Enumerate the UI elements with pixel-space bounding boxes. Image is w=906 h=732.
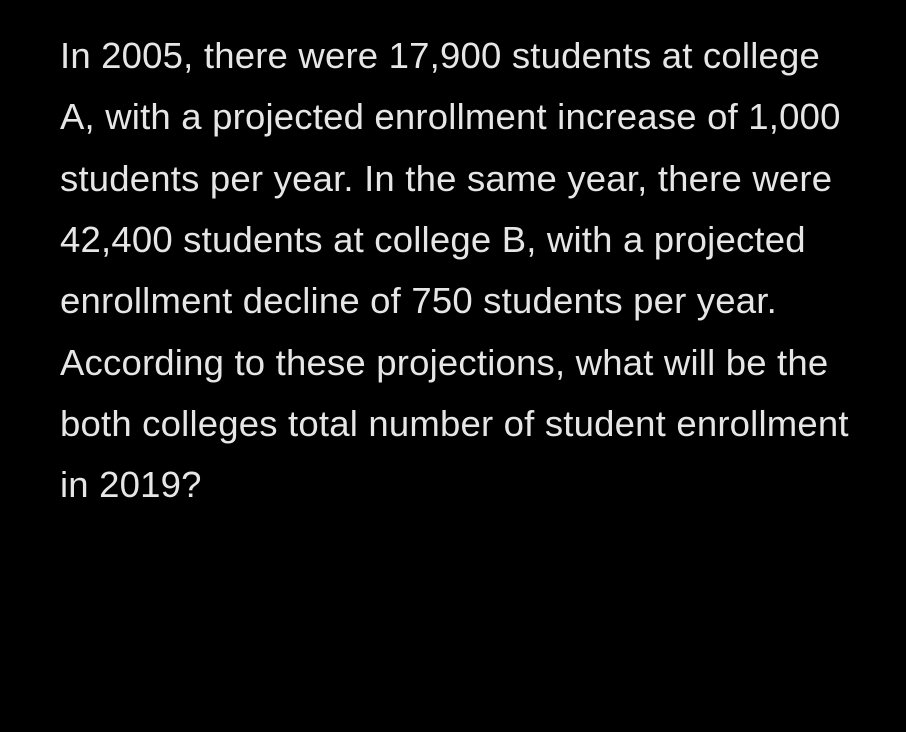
math-word-problem-text: In 2005, there were 17,900 students at c… xyxy=(60,25,855,516)
